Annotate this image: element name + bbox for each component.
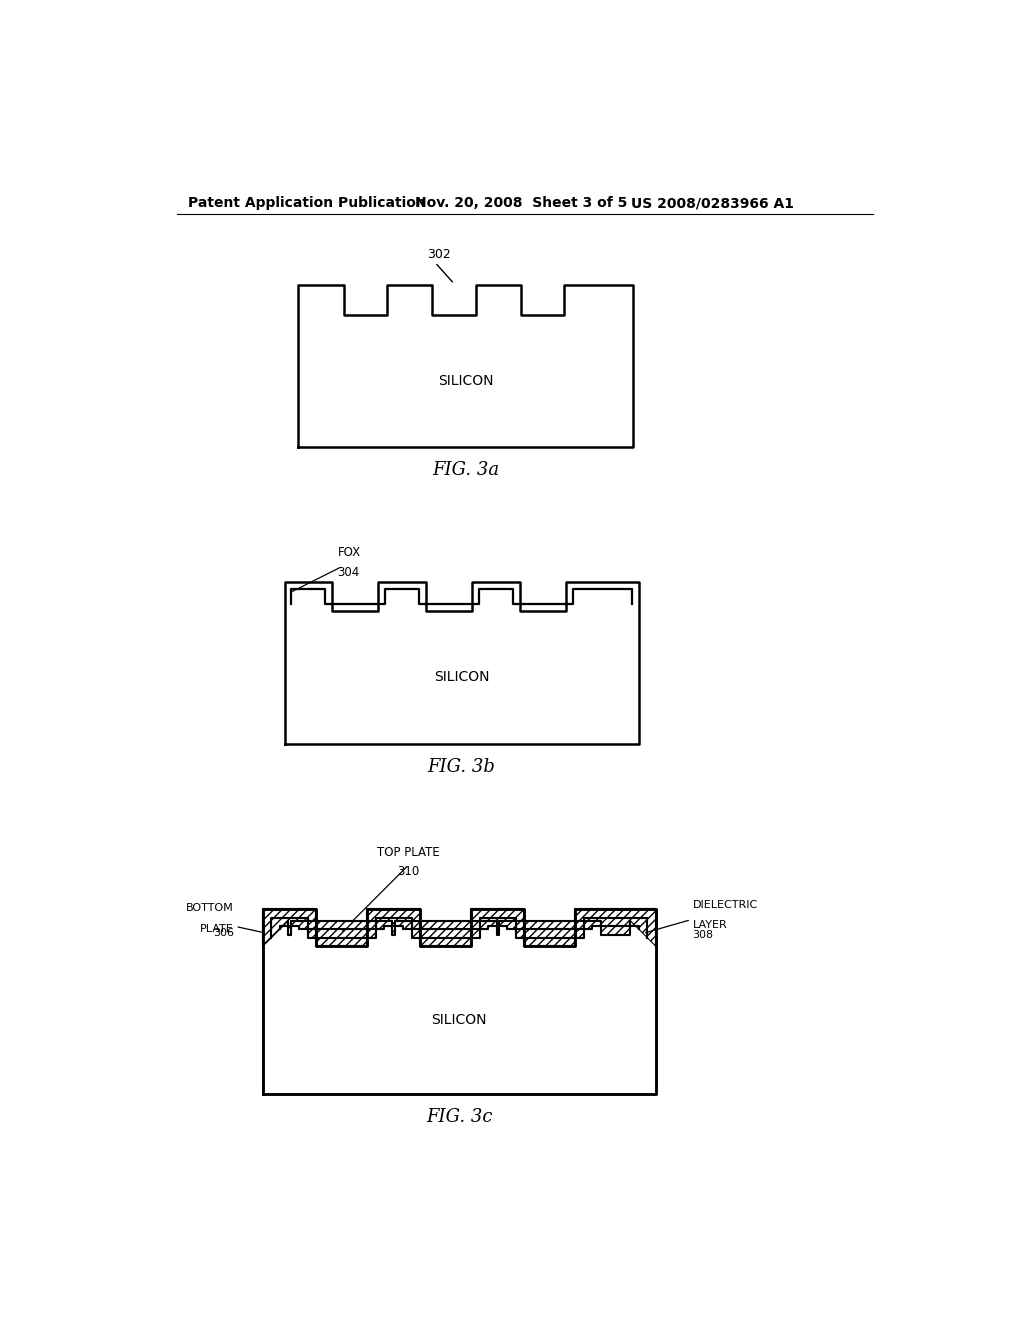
Text: SILICON: SILICON — [438, 374, 494, 388]
Text: DIELECTRIC: DIELECTRIC — [692, 900, 758, 911]
Polygon shape — [271, 917, 647, 937]
Text: SILICON: SILICON — [434, 671, 489, 684]
Text: US 2008/0283966 A1: US 2008/0283966 A1 — [631, 197, 794, 210]
Text: 304: 304 — [338, 566, 359, 579]
Text: 308: 308 — [692, 931, 714, 940]
Text: Patent Application Publication: Patent Application Publication — [188, 197, 426, 210]
Text: FIG. 3a: FIG. 3a — [432, 461, 499, 479]
Text: PLATE: PLATE — [200, 912, 233, 935]
Text: 306: 306 — [213, 928, 233, 939]
Text: FIG. 3b: FIG. 3b — [428, 758, 496, 776]
Polygon shape — [280, 921, 639, 935]
Text: Nov. 20, 2008  Sheet 3 of 5: Nov. 20, 2008 Sheet 3 of 5 — [416, 197, 628, 210]
Text: 302: 302 — [427, 248, 451, 261]
Text: SILICON: SILICON — [431, 1012, 487, 1027]
Polygon shape — [263, 909, 655, 946]
Text: LAYER: LAYER — [692, 920, 727, 929]
Text: FIG. 3c: FIG. 3c — [426, 1107, 493, 1126]
Text: FOX: FOX — [338, 545, 360, 558]
Text: 310: 310 — [397, 866, 420, 878]
Text: BOTTOM: BOTTOM — [186, 903, 233, 912]
Text: TOP PLATE: TOP PLATE — [377, 846, 439, 859]
